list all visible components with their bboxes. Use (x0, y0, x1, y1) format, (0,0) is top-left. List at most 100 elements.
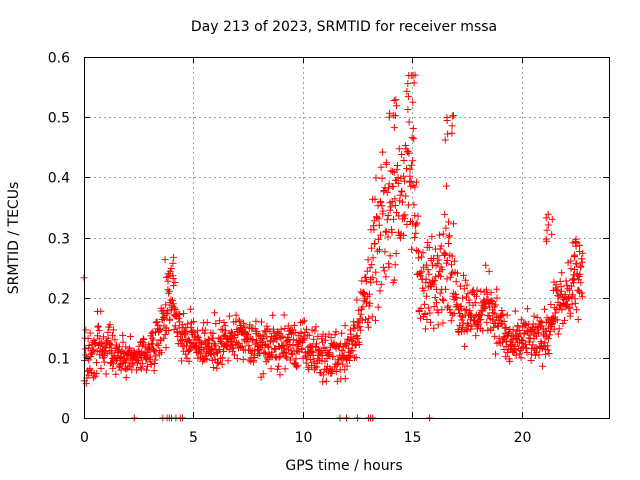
data-point (562, 277, 570, 285)
axis-ticks: 0 5 10 15 20 0 0.1 0.2 0.3 0.4 0.5 0.6 (48, 51, 609, 446)
data-point (579, 249, 587, 257)
data-point (377, 231, 384, 239)
data-point (448, 252, 456, 260)
data-point (82, 326, 90, 334)
data-point (547, 301, 555, 308)
data-point (445, 240, 452, 247)
data-point (453, 269, 461, 277)
data-point (417, 305, 425, 312)
data-point (111, 336, 119, 344)
data-point (186, 346, 194, 354)
x-tick-label: 5 (189, 430, 198, 446)
data-point (286, 356, 294, 364)
data-point (567, 265, 575, 273)
data-point (154, 321, 162, 329)
data-point (543, 226, 551, 234)
data-point (544, 210, 552, 218)
data-point (441, 250, 449, 258)
data-point (576, 270, 584, 278)
data-point (456, 282, 464, 290)
data-point (166, 315, 174, 323)
data-point (355, 319, 363, 327)
data-point (341, 375, 349, 383)
data-point (500, 317, 508, 325)
data-point (517, 354, 525, 362)
data-point (352, 333, 360, 341)
data-point (294, 347, 302, 355)
data-point (104, 334, 112, 342)
data-point (489, 309, 497, 317)
data-point (133, 366, 140, 374)
data-point (236, 317, 244, 325)
data-point (403, 165, 410, 173)
data-point (561, 291, 569, 299)
data-point (341, 366, 349, 374)
data-point (377, 198, 385, 206)
data-point (290, 322, 298, 329)
data-point (448, 261, 455, 269)
data-point (89, 374, 97, 382)
data-point (169, 259, 177, 267)
data-point (404, 93, 412, 101)
data-point (231, 332, 239, 339)
data-point (185, 357, 193, 365)
data-point (205, 339, 213, 347)
data-point (422, 325, 429, 333)
data-point (466, 312, 474, 320)
data-point (406, 165, 414, 173)
data-point (385, 184, 393, 192)
data-point (542, 235, 550, 243)
data-point (460, 285, 468, 293)
data-point (365, 290, 373, 298)
data-point (119, 331, 127, 339)
data-point (227, 338, 235, 346)
data-point (477, 287, 485, 295)
data-point (307, 356, 314, 363)
data-point (363, 298, 371, 306)
data-point (95, 327, 103, 335)
data-point (570, 279, 577, 287)
data-point (493, 294, 501, 302)
data-point (439, 319, 447, 327)
data-point (439, 230, 447, 238)
data-point (487, 288, 495, 296)
data-point (178, 357, 186, 365)
y-tick-label: 0 (61, 412, 70, 428)
data-point (550, 325, 558, 333)
data-point (489, 316, 497, 324)
data-point (364, 323, 372, 331)
data-point (460, 271, 467, 279)
data-point (448, 311, 456, 319)
data-point (214, 359, 222, 367)
data-point (448, 270, 455, 278)
data-point (109, 364, 117, 372)
data-point (274, 329, 282, 337)
data-point (346, 348, 354, 356)
data-point (438, 266, 446, 274)
data-point (220, 319, 228, 326)
data-point (403, 221, 411, 228)
data-point (519, 337, 527, 345)
data-point (368, 244, 376, 252)
data-point (545, 350, 553, 357)
data-point (351, 340, 359, 348)
data-point (394, 179, 402, 187)
data-point (109, 360, 117, 368)
data-point (356, 323, 364, 331)
data-point (442, 285, 450, 293)
data-point (421, 311, 429, 318)
data-point (269, 325, 277, 333)
data-point (161, 331, 169, 339)
data-point (578, 293, 586, 301)
data-point (478, 299, 486, 307)
data-point (538, 322, 546, 330)
data-point (122, 343, 130, 351)
data-point (413, 219, 421, 227)
data-point (274, 362, 282, 370)
data-point (450, 220, 457, 228)
data-point (396, 191, 404, 199)
data-point (369, 274, 377, 282)
data-point (435, 256, 443, 264)
data-point (491, 332, 499, 340)
data-point (376, 287, 384, 295)
